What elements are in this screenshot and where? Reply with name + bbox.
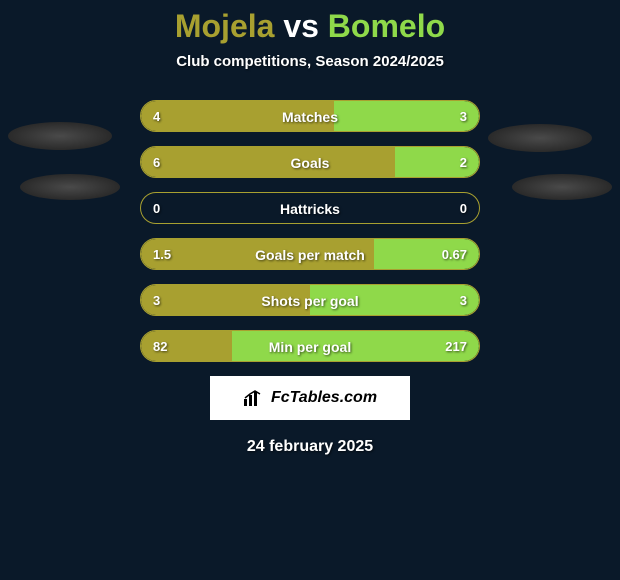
stat-label: Shots per goal [141, 285, 479, 316]
stat-row: 43Matches [140, 100, 480, 132]
decor-ellipse [20, 174, 120, 200]
stat-row: 33Shots per goal [140, 284, 480, 316]
stat-row: 1.50.67Goals per match [140, 238, 480, 270]
stat-label: Goals [141, 147, 479, 178]
stat-label: Min per goal [141, 331, 479, 362]
stat-label: Hattricks [141, 193, 479, 224]
title: Mojela vs Bomelo [0, 0, 620, 45]
player1-name: Mojela [175, 8, 275, 44]
stat-label: Goals per match [141, 239, 479, 270]
stat-row: 00Hattricks [140, 192, 480, 224]
stat-row: 82217Min per goal [140, 330, 480, 362]
stat-label: Matches [141, 101, 479, 132]
chart-icon [243, 389, 265, 407]
subtitle: Club competitions, Season 2024/2025 [0, 53, 620, 70]
decor-ellipse [8, 122, 112, 150]
stats-container: 43Matches 62Goals 00Hattricks 1.50.67Goals … [140, 100, 480, 362]
date-text: 24 february 2025 [0, 438, 620, 456]
decor-ellipse [488, 124, 592, 152]
stat-row: 62Goals [140, 146, 480, 178]
branding-badge: FcTables.com [210, 376, 410, 420]
player2-name: Bomelo [328, 8, 445, 44]
branding-text: FcTables.com [271, 389, 377, 407]
decor-ellipse [512, 174, 612, 200]
vs-text: vs [283, 8, 319, 44]
